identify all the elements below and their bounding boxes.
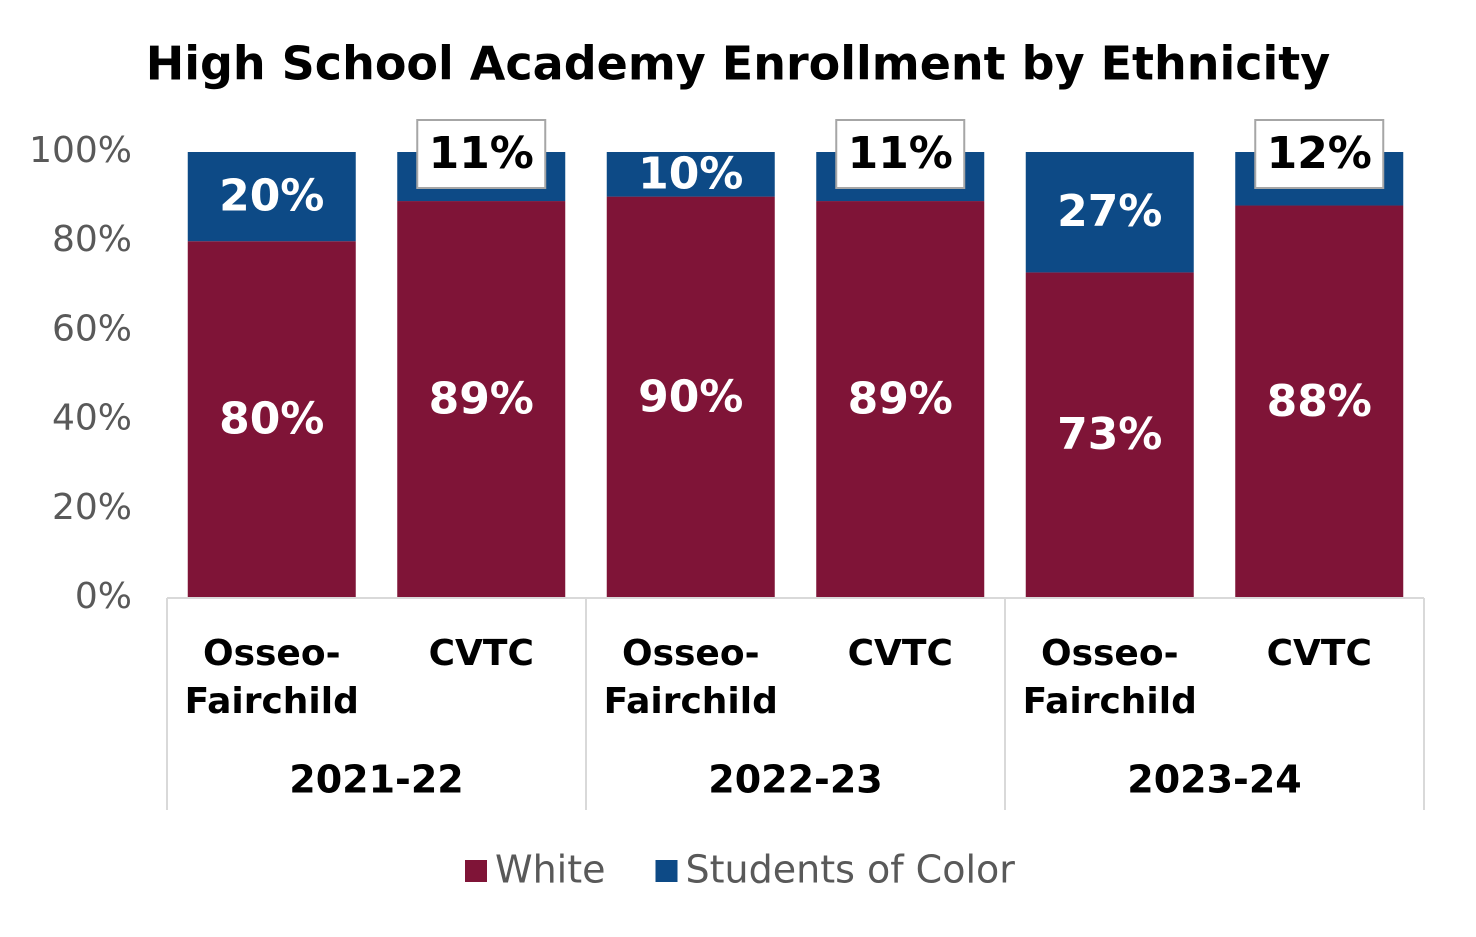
data-label-box xyxy=(416,119,547,189)
chart-title: High School Academy Enrollment by Ethnic… xyxy=(146,37,1331,91)
data-label: 11% xyxy=(848,128,953,179)
legend-swatch xyxy=(655,860,678,882)
bar-segment xyxy=(606,196,775,598)
data-label: 80% xyxy=(219,394,324,445)
data-label: 73% xyxy=(1057,409,1162,460)
data-label: 89% xyxy=(848,374,953,425)
x-tick-label: CVTC xyxy=(428,633,534,674)
x-tick-label: Osseo-Fairchild xyxy=(184,633,359,722)
y-tick-label: 60% xyxy=(52,308,132,349)
group-label: 2022-23 xyxy=(708,758,882,802)
data-label: 20% xyxy=(219,171,324,222)
bar-segment xyxy=(187,152,356,242)
bar-segment xyxy=(1025,152,1194,273)
y-tick-label: 20% xyxy=(52,487,132,528)
data-label: 90% xyxy=(638,371,743,422)
data-label: 11% xyxy=(429,128,534,179)
legend-label: Students of Color xyxy=(686,848,1016,892)
y-tick-label: 40% xyxy=(52,398,132,439)
x-tick-label: Osseo-Fairchild xyxy=(1022,633,1197,722)
bar-segment xyxy=(397,201,566,598)
bar-segment xyxy=(606,152,775,197)
data-label: 89% xyxy=(429,374,534,425)
data-label-box xyxy=(835,119,966,189)
data-label: 10% xyxy=(638,148,743,199)
bar-segment xyxy=(187,241,356,598)
y-tick-label: 100% xyxy=(29,130,132,171)
bar-segment xyxy=(1235,205,1404,598)
x-tick-label: CVTC xyxy=(1266,633,1372,674)
legend-label: White xyxy=(495,848,606,892)
group-label: 2021-22 xyxy=(289,758,463,802)
bar-segment xyxy=(816,201,985,598)
data-label-box xyxy=(1254,119,1385,189)
y-tick-label: 0% xyxy=(75,576,132,617)
y-tick-label: 80% xyxy=(52,219,132,260)
data-label: 27% xyxy=(1057,186,1162,237)
data-label: 12% xyxy=(1267,128,1372,179)
bar-segment xyxy=(1025,272,1194,598)
legend-swatch xyxy=(465,860,487,882)
data-label: 88% xyxy=(1267,376,1372,427)
x-tick-label: Osseo-Fairchild xyxy=(603,633,778,722)
x-tick-label: CVTC xyxy=(847,633,953,674)
group-label: 2023-24 xyxy=(1127,758,1301,802)
